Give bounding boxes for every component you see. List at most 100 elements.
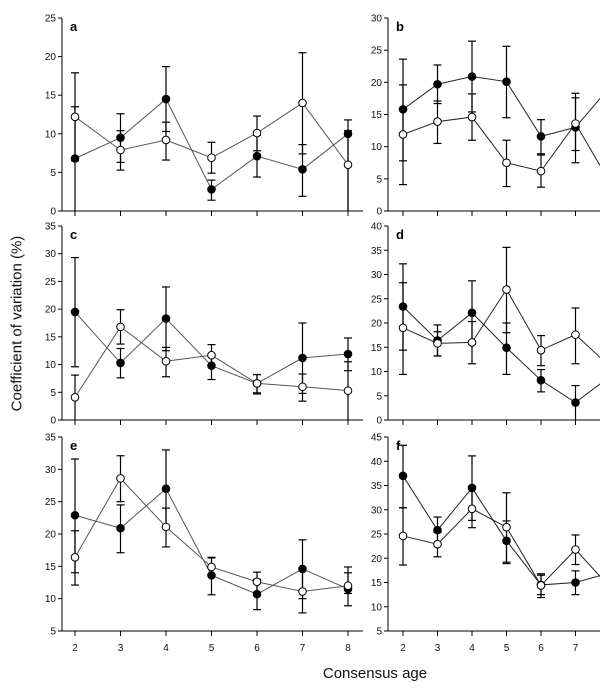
y-tick-label: 10 [45, 360, 57, 371]
y-tick-label: 30 [371, 14, 383, 25]
y-tick-label: 25 [371, 294, 383, 305]
y-tick-label: 25 [371, 46, 383, 57]
y-tick-label: 15 [371, 578, 383, 589]
data-point-open [343, 581, 353, 591]
y-tick-label: 35 [45, 433, 57, 444]
y-tick-label: 25 [45, 14, 57, 25]
y-tick-label: 0 [50, 416, 56, 427]
data-point-filled [161, 314, 171, 323]
data-point-open [161, 135, 171, 145]
y-tick-label: 30 [371, 270, 383, 281]
data-point-open [536, 166, 546, 176]
x-tick-label: 2 [400, 643, 406, 654]
data-point-filled [116, 133, 125, 142]
data-point-filled [467, 308, 477, 318]
data-point-filled [252, 151, 262, 161]
data-point-filled [398, 105, 408, 114]
data-point-open [467, 504, 477, 514]
y-tick-label: 40 [371, 457, 383, 468]
data-point-open [70, 112, 80, 122]
y-tick-label: 15 [371, 343, 383, 354]
data-point-open [207, 153, 216, 163]
data-point-filled [502, 343, 511, 353]
data-point-open [398, 531, 408, 541]
y-tick-label: 5 [50, 388, 56, 399]
y-tick-label: 25 [45, 497, 57, 508]
data-point-open [502, 158, 511, 168]
x-tick-label: 3 [435, 643, 441, 654]
y-tick-label: 5 [50, 627, 56, 638]
data-point-filled [433, 79, 442, 89]
data-point-filled [116, 523, 125, 533]
y-tick-label: 35 [371, 481, 383, 492]
data-point-filled [207, 361, 216, 370]
data-point-filled [536, 132, 546, 141]
y-tick-label: 30 [371, 505, 383, 516]
data-point-open [398, 130, 408, 139]
y-tick-label: 30 [45, 249, 57, 260]
y-tick-label: 10 [45, 129, 57, 140]
y-tick-label: 0 [376, 416, 382, 427]
y-tick-label: 20 [371, 554, 383, 565]
data-point-open [433, 339, 442, 348]
y-tick-label: 40 [371, 222, 383, 233]
data-point-filled [298, 564, 307, 574]
data-point-filled [207, 571, 216, 580]
series-line-open [402, 508, 600, 587]
y-tick-label: 10 [371, 142, 383, 153]
data-point-open [70, 552, 80, 562]
data-point-open [298, 98, 307, 108]
data-point-open [161, 522, 171, 532]
data-point-open [536, 345, 546, 355]
y-tick-label: 5 [376, 391, 382, 402]
y-tick-label: 30 [45, 465, 57, 476]
data-point-open [571, 330, 580, 339]
data-point-filled [467, 483, 477, 493]
panel-c: 0 5 10 15 20 25 30 35 c [45, 222, 363, 427]
panel-e: 5 10 15 20 25 30 35 2 3 4 5 6 7 8 e [45, 433, 363, 654]
data-point-filled [343, 129, 353, 139]
series-line-open [402, 116, 600, 172]
data-point-open [116, 474, 125, 483]
y-tick-label: 15 [45, 562, 57, 573]
data-point-open [467, 338, 477, 347]
data-point-open [536, 581, 546, 590]
x-tick-label: 6 [538, 643, 544, 654]
x-tick-label: 5 [209, 643, 215, 654]
panel-f: 510152025303540452345678f [371, 433, 600, 654]
x-tick-label: 8 [345, 643, 351, 654]
data-point-filled [398, 471, 408, 481]
data-point-filled [536, 375, 546, 385]
panel-letter: c [70, 227, 77, 242]
panel-letter: e [70, 438, 77, 453]
data-point-filled [70, 510, 80, 520]
series-line-filled [402, 306, 600, 404]
x-tick-label: 6 [254, 643, 260, 654]
y-tick-label: 25 [45, 277, 57, 288]
data-point-open [252, 128, 262, 138]
y-tick-label: 15 [45, 91, 57, 102]
data-point-filled [571, 398, 580, 407]
data-point-filled [207, 185, 216, 194]
data-point-open [467, 112, 477, 122]
y-tick-label: 10 [371, 602, 383, 613]
data-point-filled [398, 302, 408, 311]
series-line-open [402, 288, 600, 359]
y-tick-label: 15 [45, 332, 57, 343]
series-line-filled [402, 475, 600, 586]
y-tick-label: 10 [371, 367, 383, 378]
data-point-filled [343, 349, 353, 359]
data-point-open [70, 392, 80, 402]
data-point-filled [161, 484, 171, 494]
y-tick-label: 20 [45, 530, 57, 541]
data-point-open [116, 322, 125, 332]
x-tick-label: 3 [118, 643, 124, 654]
data-point-filled [161, 94, 171, 104]
data-point-filled [502, 77, 511, 86]
data-point-filled [70, 307, 80, 317]
x-tick-label: 2 [72, 643, 78, 654]
panel-letter: f [396, 438, 401, 453]
panel-b: 0 5 10 15 20 25 30 b [371, 14, 600, 218]
x-tick-label: 7 [300, 643, 306, 654]
